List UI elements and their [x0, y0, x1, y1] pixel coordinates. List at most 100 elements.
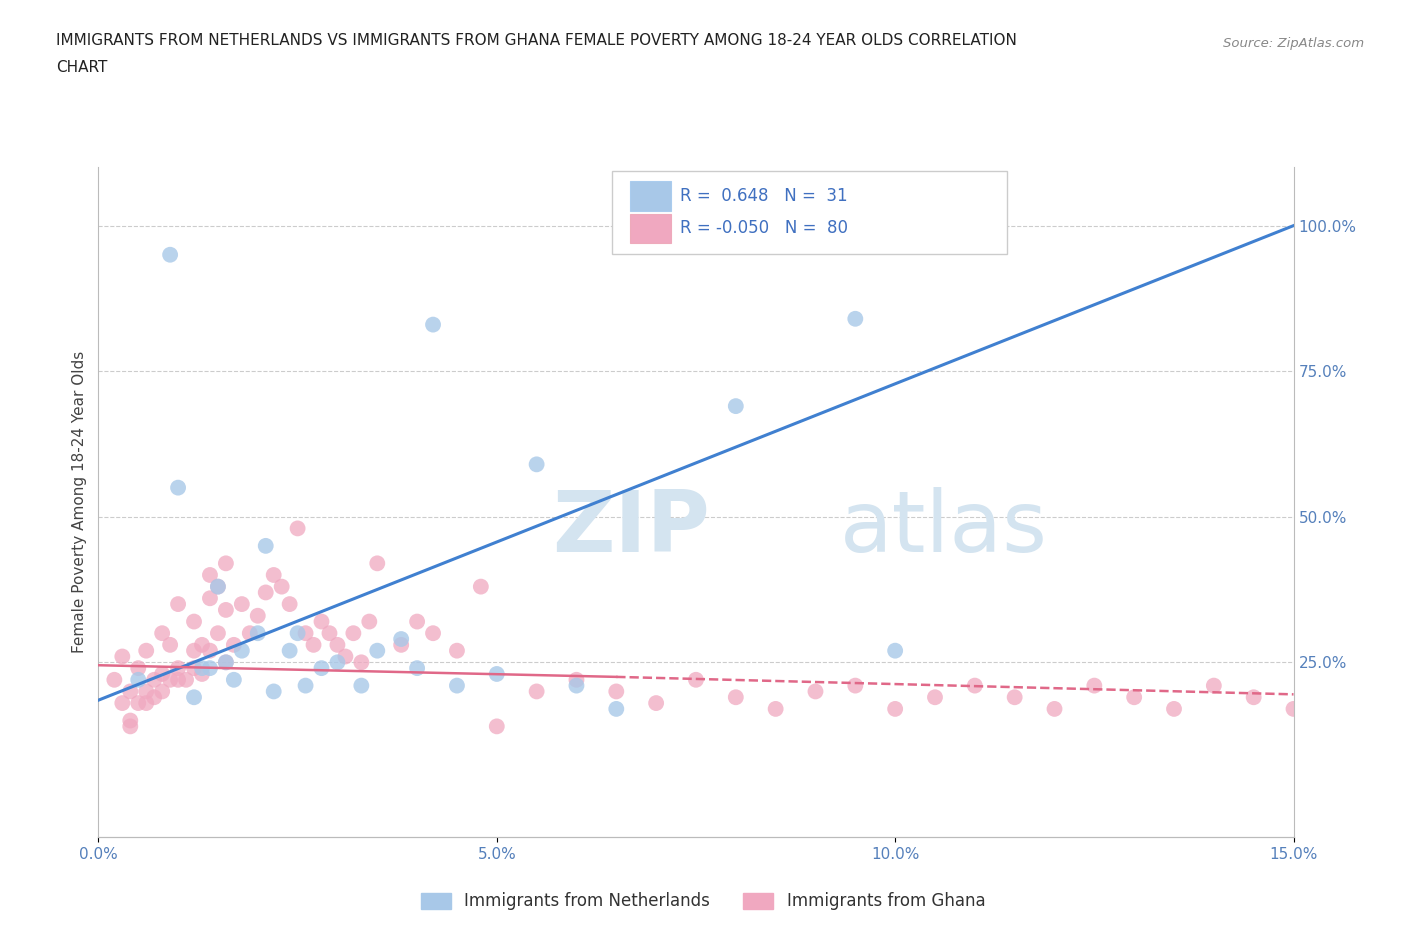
Point [526, 457, 548, 472]
Point [222, 637, 245, 652]
Text: IMMIGRANTS FROM NETHERLANDS VS IMMIGRANTS FROM GHANA FEMALE POVERTY AMONG 18-24 : IMMIGRANTS FROM NETHERLANDS VS IMMIGRANT… [56, 33, 1017, 47]
Point [207, 579, 229, 594]
Point [326, 637, 349, 652]
Point [135, 644, 157, 658]
Point [326, 655, 349, 670]
Point [207, 626, 229, 641]
Point [215, 556, 238, 571]
Point [150, 667, 173, 682]
Point [167, 660, 190, 675]
Point [135, 696, 157, 711]
Point [335, 649, 357, 664]
Point [278, 644, 301, 658]
Point [350, 655, 373, 670]
Point [565, 672, 588, 687]
Y-axis label: Female Poverty Among 18-24 Year Olds: Female Poverty Among 18-24 Year Olds [72, 352, 87, 654]
Point [215, 655, 238, 670]
Point [485, 719, 508, 734]
Point [191, 660, 214, 675]
Point [287, 626, 309, 641]
Point [150, 626, 173, 641]
Point [231, 644, 253, 658]
Point [111, 696, 134, 711]
Point [198, 644, 221, 658]
Point [422, 626, 444, 641]
Point [1123, 690, 1146, 705]
Point [246, 626, 269, 641]
Point [263, 684, 285, 698]
Point [191, 637, 214, 652]
Point [366, 556, 388, 571]
Point [1202, 678, 1225, 693]
Point [406, 614, 429, 629]
FancyBboxPatch shape [630, 181, 671, 211]
Point [318, 626, 340, 641]
Point [645, 696, 668, 711]
Point [389, 637, 412, 652]
Point [389, 631, 412, 646]
Point [198, 567, 221, 582]
Point [143, 690, 166, 705]
Point [963, 678, 986, 693]
FancyBboxPatch shape [613, 171, 1007, 255]
Point [311, 660, 333, 675]
Point [167, 480, 190, 495]
Point [1163, 701, 1185, 716]
Point [342, 626, 364, 641]
Text: R =  0.648   N =  31: R = 0.648 N = 31 [681, 187, 848, 206]
Point [406, 660, 429, 675]
Point [198, 660, 221, 675]
Point [174, 672, 197, 687]
Point [302, 637, 325, 652]
Point [1083, 678, 1105, 693]
Point [120, 713, 142, 728]
Point [254, 585, 277, 600]
Point [127, 696, 149, 711]
Point [159, 637, 181, 652]
Point [366, 644, 388, 658]
Point [765, 701, 787, 716]
Point [565, 678, 588, 693]
Text: atlas: atlas [839, 487, 1047, 570]
Point [183, 690, 205, 705]
Point [605, 701, 627, 716]
Point [143, 672, 166, 687]
Point [485, 667, 508, 682]
Point [1043, 701, 1066, 716]
Point [685, 672, 707, 687]
Point [167, 597, 190, 612]
Point [844, 312, 866, 326]
Point [103, 672, 125, 687]
Point [422, 317, 444, 332]
Point [294, 678, 316, 693]
Point [311, 614, 333, 629]
Point [605, 684, 627, 698]
Point [724, 690, 747, 705]
Point [294, 626, 316, 641]
Point [191, 667, 214, 682]
Point [239, 626, 262, 641]
Point [127, 660, 149, 675]
Legend: Immigrants from Netherlands, Immigrants from Ghana: Immigrants from Netherlands, Immigrants … [415, 885, 991, 917]
Point [120, 684, 142, 698]
Text: R = -0.050   N =  80: R = -0.050 N = 80 [681, 219, 848, 237]
Point [1004, 690, 1026, 705]
Point [263, 567, 285, 582]
Point [159, 247, 181, 262]
Point [446, 644, 468, 658]
Point [924, 690, 946, 705]
Point [198, 591, 221, 605]
Point [844, 678, 866, 693]
Point [120, 719, 142, 734]
FancyBboxPatch shape [630, 214, 671, 243]
Point [359, 614, 381, 629]
Point [231, 597, 253, 612]
Point [446, 678, 468, 693]
Point [135, 684, 157, 698]
Point [804, 684, 827, 698]
Point [724, 399, 747, 414]
Point [350, 678, 373, 693]
Point [1282, 701, 1305, 716]
Point [215, 655, 238, 670]
Point [246, 608, 269, 623]
